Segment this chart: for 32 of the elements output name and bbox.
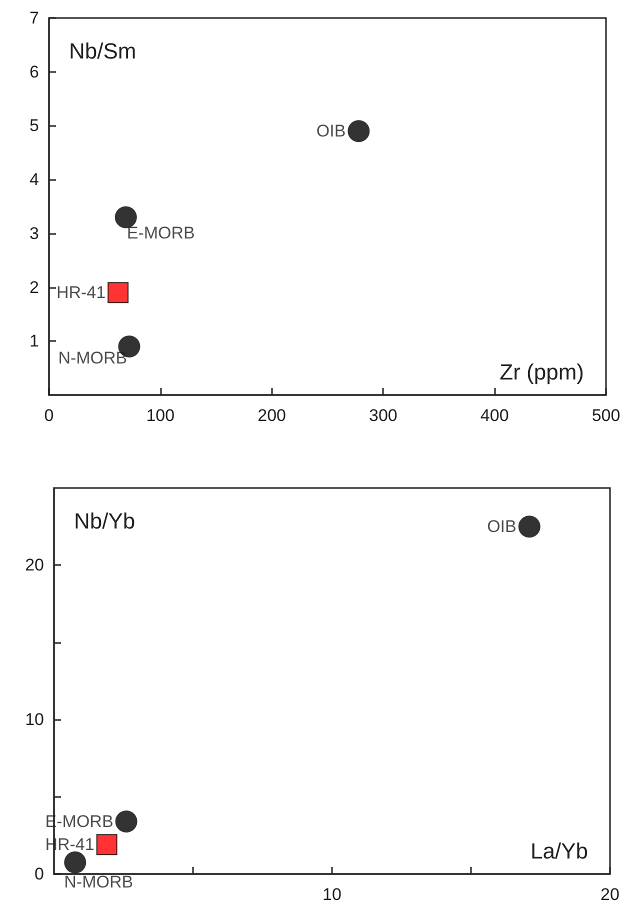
point [108,282,129,304]
point [518,516,540,538]
point [115,810,138,832]
x-axis-title: Zr (ppm) [500,360,584,384]
series-label: N-MORB [58,348,128,368]
y-tick-label: 1 [30,332,39,351]
point [114,206,137,228]
series-label: OIB [316,122,346,141]
y-axis-title: Nb/Sm [69,38,136,64]
y-tick-label: 7 [30,8,39,28]
y-tick-label: 4 [30,170,39,190]
series-label: OIB [487,517,516,536]
point [96,834,118,856]
series-label: N-MORB [64,872,134,892]
point [348,120,370,142]
x-tick-label: 100 [146,406,175,425]
y-tick-label: 3 [30,224,39,243]
y-axis-title: Nb/Yb [74,508,136,534]
x-tick-label: 200 [258,406,286,425]
x-tick-label: 400 [480,406,509,425]
x-tick-label: 500 [592,406,620,425]
y-tick-label: 0 [34,864,44,884]
series-label: HR-41 [56,283,106,302]
y-tick-label: 10 [25,710,44,730]
y-tick-label: 2 [30,278,39,297]
y-tick-label: 5 [30,116,39,136]
x-tick-label: 300 [369,406,398,425]
series-label: E-MORB [126,223,195,242]
point [64,851,86,874]
y-tick-label: 20 [25,556,44,575]
x-axis-title: La/Yb [530,838,588,864]
y-tick-label: 6 [30,62,39,82]
